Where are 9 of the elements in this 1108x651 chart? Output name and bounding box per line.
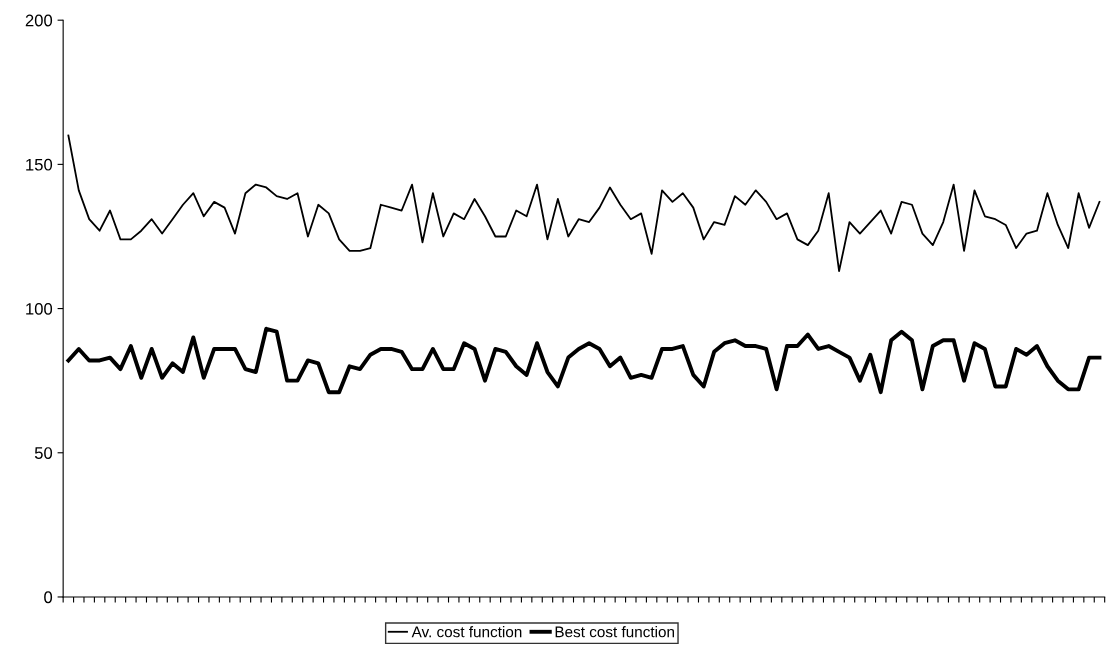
legend-label: Best cost function	[555, 626, 674, 638]
y-tick-label: 0	[44, 591, 53, 604]
legend-label: Av. cost function	[411, 626, 522, 638]
y-tick-label: 200	[25, 14, 53, 27]
line-series	[67, 134, 1101, 272]
y-tick-label: 150	[26, 158, 53, 171]
y-tick-label: 100	[26, 302, 53, 315]
line-series	[66, 326, 1102, 395]
y-tick-label: 50	[34, 447, 53, 459]
